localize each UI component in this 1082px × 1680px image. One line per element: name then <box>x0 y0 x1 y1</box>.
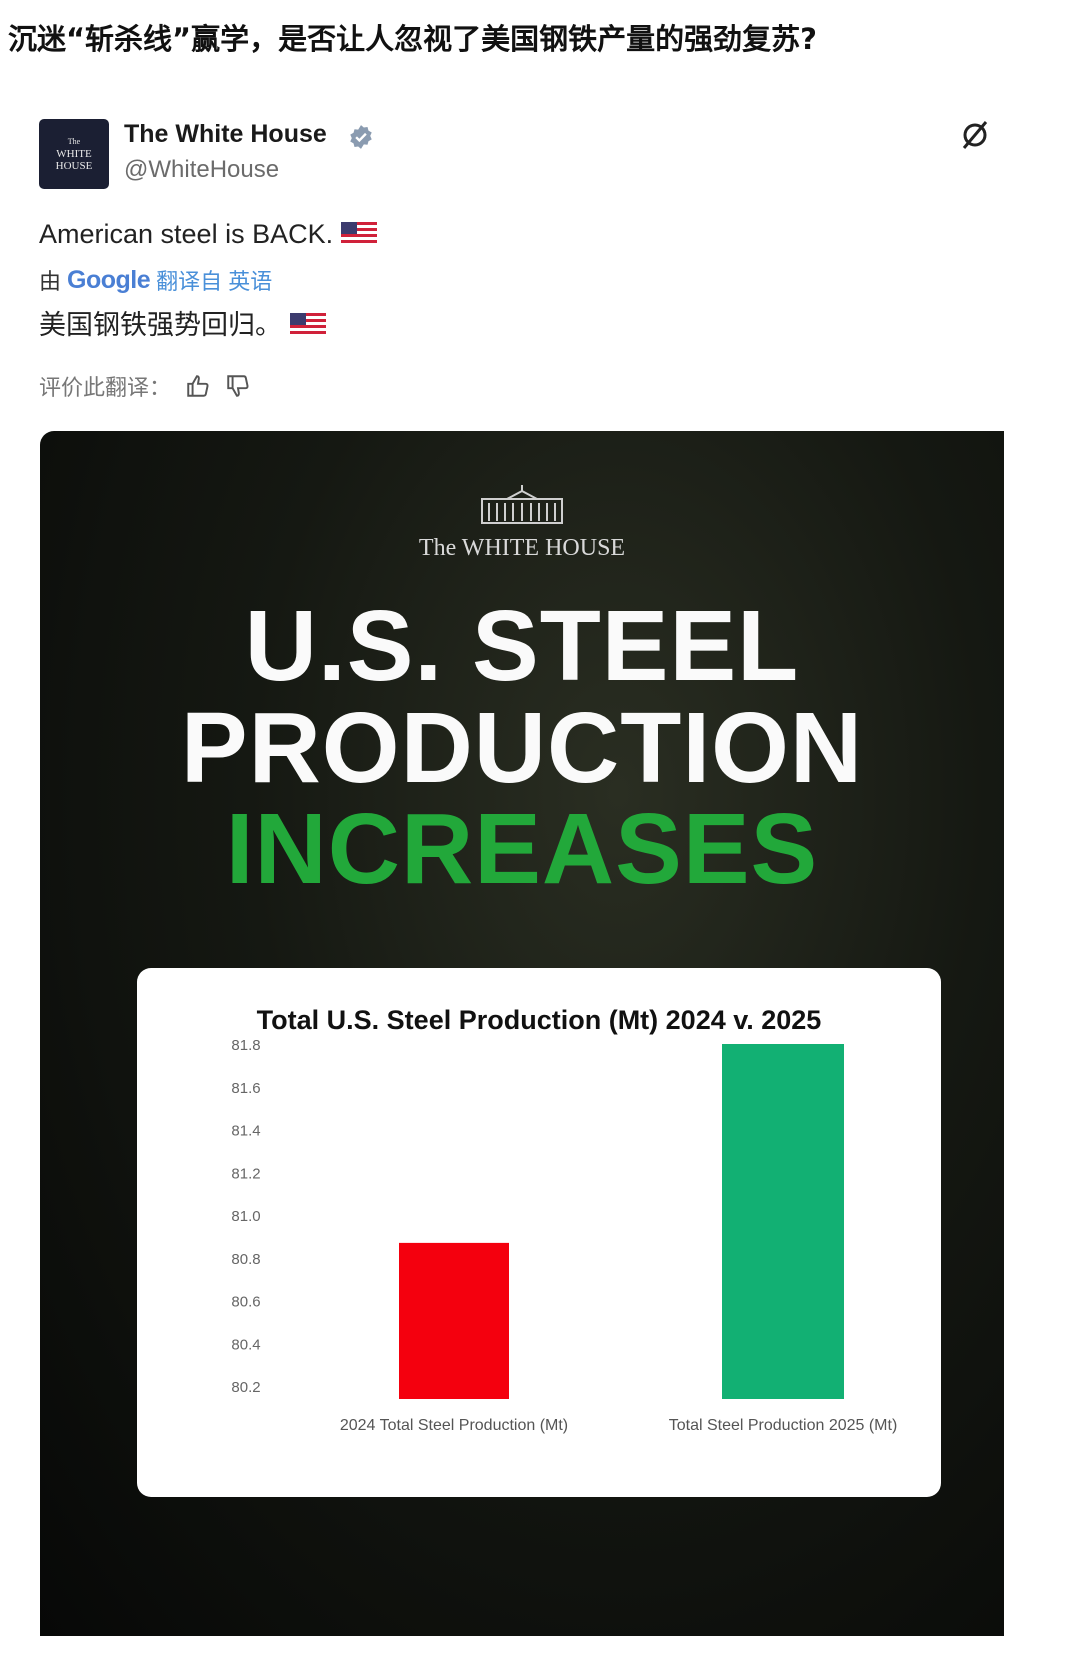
google-logo: Google <box>67 265 151 294</box>
chart-card: Total U.S. Steel Production (Mt) 2024 v.… <box>137 968 941 1497</box>
translation-notice: 由 Google 翻译自 英语 <box>39 264 272 296</box>
y-tick-label: 80.6 <box>231 1294 260 1311</box>
translated-from-link[interactable]: 翻译自 英语 <box>156 269 273 294</box>
bar-chart: 80.2 80.4 80.6 80.8 81.0 81.2 81.4 81.6 81.8 2024… <box>231 1037 898 1434</box>
bar-0 <box>399 1242 509 1399</box>
grok-icon[interactable] <box>958 118 992 152</box>
avatar-text: WHITE <box>56 148 92 160</box>
bar-1 <box>722 1044 844 1399</box>
y-tick-label: 81.6 <box>231 1080 260 1097</box>
chart-title: Total U.S. Steel Production (Mt) 2024 v.… <box>256 1005 822 1035</box>
post-image[interactable]: The WHITE HOUSE U.S. STEEL PRODUCTION IN… <box>40 431 1004 1636</box>
y-tick-label: 80.4 <box>231 1336 260 1353</box>
translated-text: 美国钢铁强势回归。 <box>39 303 326 342</box>
translation-by: 由 <box>39 269 62 294</box>
x-category-label: Total Steel Production 2025 (Mt) <box>669 1417 898 1434</box>
author-name[interactable]: The White House <box>124 120 327 148</box>
verified-badge-icon <box>350 125 372 149</box>
post-headline: 沉迷“斩杀线”赢学，是否让人忽视了美国钢铁产量的强劲复苏? <box>8 22 817 56</box>
tweet-text: American steel is BACK. <box>39 219 378 250</box>
thumbs-down-icon[interactable] <box>225 373 251 399</box>
y-tick-label: 81.4 <box>231 1123 260 1140</box>
x-category-label: 2024 Total Steel Production (Mt) <box>340 1417 568 1434</box>
white-house-building-icon <box>40 483 1004 532</box>
avatar-text: The <box>67 137 81 146</box>
us-flag-icon <box>341 222 378 246</box>
poster-headline-line2: PRODUCTION <box>180 692 864 804</box>
avatar[interactable]: The WHITE HOUSE <box>39 119 109 189</box>
y-tick-label: 81.2 <box>231 1165 260 1182</box>
avatar-text: HOUSE <box>55 160 93 172</box>
thumbs-up-icon[interactable] <box>185 373 211 399</box>
tweet-text-content: American steel is BACK. <box>39 219 334 249</box>
y-tick-label: 81.8 <box>231 1037 260 1054</box>
author-handle[interactable]: @WhiteHouse <box>124 156 280 183</box>
us-flag-icon <box>290 313 326 337</box>
rate-translation-label: 评价此翻译： <box>39 375 172 400</box>
poster-headline-line1: U.S. STEEL <box>244 590 800 702</box>
translated-text-content: 美国钢铁强势回归。 <box>39 310 282 340</box>
poster-brand: The WHITE HOUSE <box>418 535 626 561</box>
rate-translation: 评价此翻译： <box>39 370 251 402</box>
y-tick-label: 80.2 <box>231 1379 260 1396</box>
poster-headline-line3: INCREASES <box>225 793 819 905</box>
y-tick-label: 81.0 <box>231 1208 260 1225</box>
y-tick-label: 80.8 <box>231 1251 260 1268</box>
